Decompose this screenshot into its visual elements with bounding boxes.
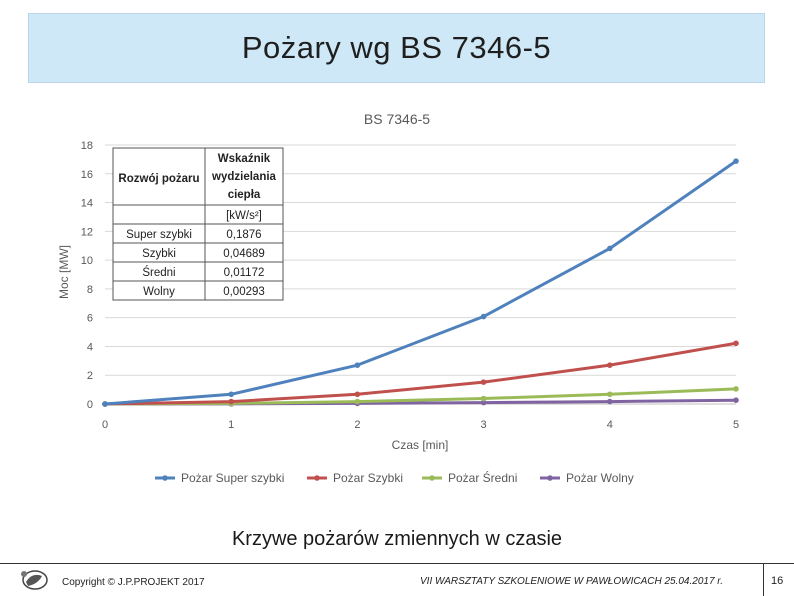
table-header-stage: Rozwój pożaru <box>118 173 199 185</box>
data-point <box>733 386 739 392</box>
footer-divider <box>763 564 764 596</box>
y-tick-label: 12 <box>81 226 93 238</box>
legend-label: Pożar Wolny <box>566 471 634 485</box>
y-tick-labels: 0 2 4 6 8 10 12 14 16 18 <box>81 140 93 411</box>
data-point <box>228 391 234 398</box>
table-row-name: Wolny <box>143 286 175 298</box>
chart-title: BS 7346-5 <box>364 111 430 127</box>
y-tick-label: 4 <box>87 341 93 353</box>
legend-marker <box>429 475 435 481</box>
series-line <box>104 387 737 406</box>
legend-marker <box>547 475 553 481</box>
slide-title-bar: Pożary wg BS 7346-5 <box>28 13 765 83</box>
table-row-value: 0,01172 <box>224 267 265 279</box>
x-tick-labels: 0 1 2 3 4 5 <box>102 419 739 431</box>
data-point <box>733 158 739 164</box>
y-tick-label: 0 <box>87 399 93 411</box>
table-header-hrr: wydzielania <box>211 171 277 183</box>
data-point <box>102 401 108 407</box>
table-header-hrr: ciepła <box>228 189 261 201</box>
table-header-hrr: Wskaźnik <box>218 153 271 165</box>
data-point <box>607 362 613 368</box>
slide-title: Pożary wg BS 7346-5 <box>241 30 552 65</box>
x-tick-label: 2 <box>354 419 360 431</box>
series-line <box>104 159 737 406</box>
data-point <box>480 395 487 402</box>
y-tick-label: 10 <box>81 255 93 267</box>
table-row-name: Szybki <box>142 248 176 260</box>
x-tick-label: 3 <box>481 419 487 431</box>
data-point <box>480 313 487 320</box>
legend-marker <box>314 475 320 481</box>
legend-label: Pożar Szybki <box>333 471 403 485</box>
x-tick-label: 4 <box>607 419 613 431</box>
data-point <box>607 398 613 405</box>
page-number: 16 <box>771 575 784 587</box>
chart-legend: Pożar Super szybki Pożar Szybki Pożar Śred… <box>155 470 634 485</box>
event-text: VII WARSZTATY SZKOLENIOWE W PAWŁOWICACH … <box>420 576 724 587</box>
y-tick-label: 2 <box>87 370 93 382</box>
company-logo-icon <box>21 570 48 590</box>
legend-marker <box>162 475 168 481</box>
x-tick-label: 0 <box>102 419 108 431</box>
footer: Copyright © J.P.PROJEKT 2017 VII WARSZTA… <box>0 563 794 596</box>
data-point <box>733 397 739 404</box>
data-point <box>607 245 613 252</box>
data-point <box>733 340 739 347</box>
y-tick-label: 16 <box>81 169 93 181</box>
y-tick-label: 6 <box>87 313 93 325</box>
table-row-value: 0,04689 <box>223 248 265 260</box>
series-line <box>104 341 737 406</box>
x-tick-label: 1 <box>228 419 234 431</box>
y-axis-label: Moc [MW] <box>57 245 71 299</box>
data-point <box>480 379 487 385</box>
data-point <box>228 398 234 405</box>
x-tick-label: 5 <box>733 419 739 431</box>
copyright-text: Copyright © J.P.PROJEKT 2017 <box>62 577 205 588</box>
data-point <box>354 398 361 405</box>
y-tick-label: 14 <box>81 198 93 210</box>
legend-label: Pożar Średni <box>448 470 517 485</box>
y-tick-label: 18 <box>81 140 93 152</box>
fire-growth-table: Rozwój pożaru Wskaźnik wydzielania ciepła [k… <box>112 147 284 301</box>
table-unit: [kW/s²] <box>226 210 262 222</box>
data-point <box>354 391 361 398</box>
table-row-value: 0,1876 <box>226 229 261 241</box>
data-point <box>480 399 487 406</box>
y-tick-label: 8 <box>87 284 93 296</box>
legend-label: Pożar Super szybki <box>181 471 284 485</box>
data-point <box>607 391 613 398</box>
chart-caption: Krzywe pożarów zmiennych w czasie <box>231 528 563 550</box>
data-point <box>354 362 361 368</box>
series-lines <box>102 158 739 407</box>
table-row-value: 0,00293 <box>223 286 265 298</box>
table-row-name: Super szybki <box>126 229 192 241</box>
x-axis-label: Czas [min] <box>392 438 449 452</box>
table-row-name: Średni <box>142 266 175 279</box>
